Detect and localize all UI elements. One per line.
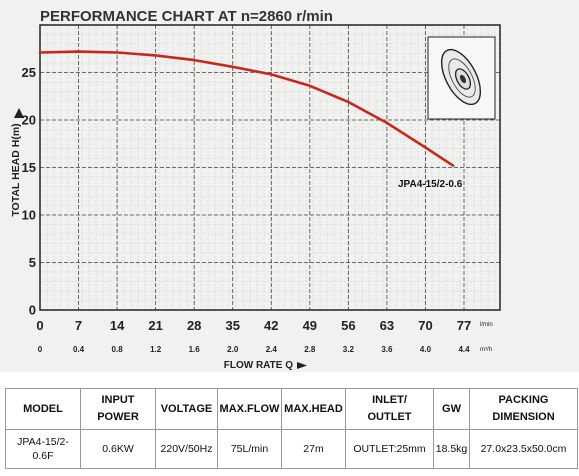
series-point [193,59,195,61]
table-body: JPA4-15/2-0.6F 0.6KW 220V/50Hz 75L/min 27m OU… [5,429,578,469]
spec-table: MODEL INPUT POWER VOLTAGE MAX.FLOW MAX.HEAD IN… [5,388,578,469]
y-tick-labels: 0 5 10 15 20 25 [22,65,36,318]
y-axis-arrow-icon [14,108,24,118]
series-point [231,66,234,68]
y-axis-label: TOTAL HEAD H(m) [10,123,22,216]
table-cell: 75L/min [217,429,282,469]
series-point [77,50,80,53]
chart-panel: PERFORMANCE CHART AT n=2860 r/min TOTAL … [0,0,579,372]
y-tick-label: 5 [29,255,36,270]
table-cell: 0.6KW [80,429,156,469]
x-tick-label-m3h: 2.8 [304,345,316,354]
series-line [38,50,455,167]
x-tick-label-m3h: 2.0 [227,345,239,354]
table-cell: OUTLET:25mm [345,429,434,469]
x-tick-label-m3h: 4.0 [420,345,432,354]
x-tick-label-lmin: 28 [187,318,201,333]
x-tick-label-lmin: 49 [303,318,317,333]
major-grid [40,25,500,310]
x-tick-label-lmin: 56 [341,318,355,333]
series-point [154,54,157,57]
x-tick-label-lmin: 70 [418,318,432,333]
table-cell: JPA4-15/2-0.6F [5,429,81,469]
x-tick-label-lmin: 63 [380,318,394,333]
x-tick-label-lmin: 7 [75,318,82,333]
x-tick-label-m3h: 0 [38,345,43,354]
y-tick-label: 15 [22,160,36,175]
series-point [270,73,273,76]
x-tick-label-lmin: 21 [148,318,162,333]
x-tick-label-lmin: 35 [225,318,239,333]
x-unit-lmin: l/min [480,322,493,328]
series-point [116,51,118,54]
x-tick-label-lmin: 0 [36,318,43,333]
table-header-cell: GW [433,388,470,430]
table-header-cell: MODEL [5,388,81,430]
series-point [39,51,41,54]
table-cell: 18.5kg [433,429,470,469]
y-tick-label: 25 [22,65,36,80]
series-point [309,85,311,87]
table-row: JPA4-15/2-0.6F 0.6KW 220V/50Hz 75L/min 27m OU… [5,429,578,469]
plot-border [39,24,501,311]
x-tick-label-m3h: 0.8 [112,345,124,354]
series-layer [38,50,455,167]
table-header-cell: PACKING DIMENSION [469,388,578,430]
x-unit-m3h: m³/h [480,347,492,353]
x-axis-arrow-icon [297,362,307,369]
table-header-cell: MAX.HEAD [281,388,346,430]
x-axis-label: FLOW RATE Q [224,360,293,371]
chart-title: PERFORMANCE CHART AT n=2860 r/min [40,8,333,25]
y-tick-label: 0 [29,303,36,318]
x-tick-label-lmin: 14 [110,318,125,333]
table-cell: 27m [281,429,346,469]
x-tick-labels-lmin: 0 7 14 21 28 35 42 49 56 63 70 77 [36,318,471,333]
table-header-cell: MAX.FLOW [217,388,282,430]
performance-chart: PERFORMANCE CHART AT n=2860 r/min TOTAL … [10,8,501,371]
x-tick-label-m3h: 3.6 [381,345,393,354]
x-tick-label-m3h: 4.4 [458,345,470,354]
y-tick-label: 20 [22,113,36,128]
series-label: JPA4-15/2-0.6 [398,179,463,190]
table-cell: 27.0x23.5x50.0cm [469,429,578,469]
table-cell: 220V/50Hz [155,429,218,469]
x-tick-label-lmin: 42 [264,318,278,333]
table-header-cell: INPUT POWER [80,388,156,430]
y-tick-label: 10 [22,208,36,223]
table-header-cell: VOLTAGE [155,388,218,430]
table-header-cell: INLET/OUTLET [345,388,434,430]
table-header-row: MODEL INPUT POWER VOLTAGE MAX.FLOW MAX.HEAD IN… [5,388,578,430]
x-tick-label-m3h: 3.2 [343,345,355,354]
series-point [452,164,454,167]
x-tick-label-m3h: 1.6 [189,345,201,354]
series-point [424,146,427,149]
x-tick-label-lmin: 77 [457,318,471,333]
impeller-icon [427,36,496,120]
x-tick-labels-m3h: 0 0.4 0.8 1.2 1.6 2.0 2.4 2.8 3.2 3.6 4.0 4.4 [38,345,470,354]
x-tick-label-m3h: 2.4 [266,345,278,354]
x-tick-label-m3h: 0.4 [73,345,85,354]
x-tick-label-m3h: 1.2 [150,345,162,354]
series-point [386,122,388,124]
series-point [347,101,350,103]
